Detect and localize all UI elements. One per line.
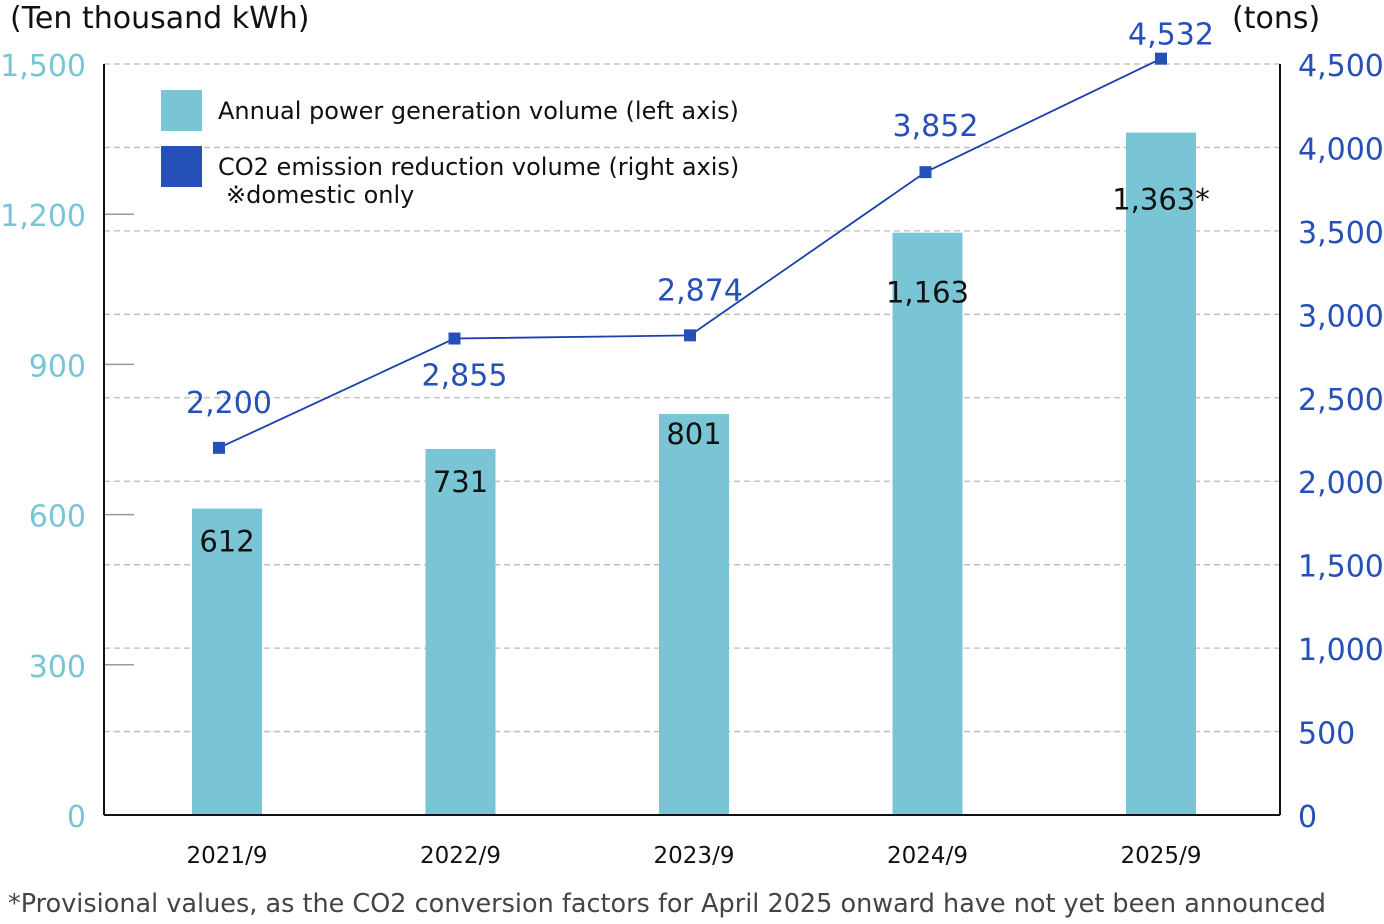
bar-2025/9	[1126, 132, 1196, 816]
right-tick-label: 4,000	[1298, 132, 1384, 167]
right-tick-label: 500	[1298, 717, 1355, 752]
legend-sublabel-co2: ※domestic only	[226, 181, 414, 209]
bar-2023/9	[659, 413, 729, 815]
co2-value-label: 2,200	[186, 386, 272, 421]
bar-value-label: 612	[199, 525, 254, 559]
bar-value-label: 801	[666, 417, 721, 451]
bar-value-label: 1,163	[886, 276, 969, 310]
left-tick-label: 1,500	[0, 49, 86, 84]
bar-2024/9	[892, 232, 963, 815]
right-tick-label: 2,500	[1298, 383, 1384, 418]
left-tick-label: 300	[29, 650, 86, 685]
bar-2022/9	[425, 449, 496, 815]
right-tick-label: 3,500	[1298, 216, 1384, 251]
left-tick-label: 900	[29, 349, 86, 384]
co2-point-2021/9	[213, 441, 225, 454]
legend-swatch-power	[161, 90, 202, 131]
co2-value-label: 2,855	[422, 359, 508, 394]
x-tick-label: 2021/9	[187, 843, 268, 869]
x-tick-label: 2023/9	[654, 843, 735, 869]
x-tick-label: 2024/9	[887, 843, 968, 869]
bar-2021/9	[192, 508, 262, 815]
co2-point-2022/9	[448, 332, 461, 345]
x-tick-label: 2025/9	[1121, 843, 1202, 869]
legend-label-power: Annual power generation volume (left axi…	[218, 97, 739, 125]
co2-value-label: 2,874	[657, 273, 743, 308]
co2-value-label: 4,532	[1128, 18, 1214, 53]
co2-value-label: 3,852	[893, 109, 979, 144]
x-tick-label: 2022/9	[420, 843, 501, 869]
footnote: *Provisional values, as the CO2 conversi…	[8, 889, 1326, 919]
left-tick-label: 600	[29, 500, 86, 535]
right-tick-label: 1,500	[1298, 550, 1384, 585]
left-tick-label: 1,200	[0, 199, 86, 234]
right-axis-unit: (tons)	[1232, 1, 1320, 36]
right-tick-label: 4,500	[1298, 49, 1384, 84]
bar-value-label: 1,363*	[1112, 183, 1210, 217]
right-tick-label: 3,000	[1298, 299, 1384, 334]
left-tick-label: 0	[67, 800, 86, 835]
right-tick-label: 0	[1298, 800, 1317, 835]
co2-point-2024/9	[919, 166, 932, 179]
right-tick-label: 2,000	[1298, 466, 1384, 501]
left-axis-unit: (Ten thousand kWh)	[10, 1, 309, 36]
right-tick-label: 1,000	[1298, 633, 1384, 668]
legend-label-co2: CO2 emission reduction volume (right axi…	[218, 153, 739, 181]
co2-point-2025/9	[1155, 52, 1167, 65]
legend-swatch-co2	[161, 146, 202, 187]
bar-value-label: 731	[433, 465, 488, 499]
co2-point-2023/9	[684, 329, 696, 342]
